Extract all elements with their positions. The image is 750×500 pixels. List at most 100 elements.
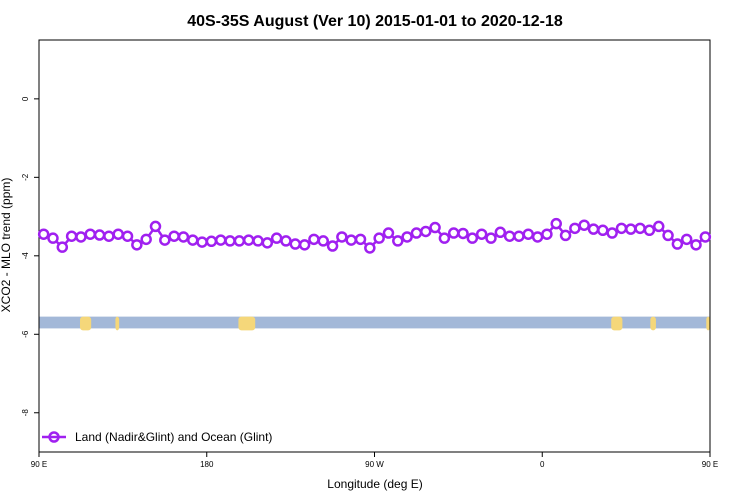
data-point xyxy=(317,235,329,247)
data-point xyxy=(214,234,227,246)
y-tick-label: 0 xyxy=(21,96,30,101)
data-point xyxy=(93,229,106,241)
data-point xyxy=(298,239,311,251)
ocean-strip xyxy=(39,316,710,329)
data-point xyxy=(308,233,320,246)
data-point xyxy=(466,232,479,244)
data-point xyxy=(447,227,460,239)
data-point xyxy=(522,228,535,240)
y-axis-ticks: 0 -2 -4 -6 -8 xyxy=(21,96,39,416)
y-axis-label: XCO2 - MLO trend (ppm) xyxy=(0,178,13,313)
data-point xyxy=(364,242,376,254)
data-point xyxy=(513,230,525,242)
data-point xyxy=(289,238,302,250)
series-layer xyxy=(37,217,712,254)
data-point xyxy=(606,227,618,239)
x-tick-label: 90 E xyxy=(702,460,718,469)
data-point xyxy=(392,235,404,247)
data-point xyxy=(429,221,441,234)
data-point xyxy=(420,225,432,238)
data-point xyxy=(634,222,646,235)
data-point xyxy=(37,228,50,240)
data-point xyxy=(121,230,134,242)
data-point xyxy=(643,224,656,237)
data-point xyxy=(587,223,600,235)
data-point xyxy=(382,227,395,239)
data-point xyxy=(47,232,59,244)
data-point xyxy=(569,222,581,235)
data-point xyxy=(56,241,69,253)
data-point xyxy=(597,224,609,237)
data-point xyxy=(438,232,451,244)
data-point xyxy=(373,232,385,244)
x-axis-label: Longitude (deg E) xyxy=(327,477,422,491)
data-point xyxy=(233,235,246,247)
data-point xyxy=(261,237,274,249)
chart-title: 40S-35S August (Ver 10) 2015-01-01 to 20… xyxy=(187,13,563,30)
land-region xyxy=(650,316,656,331)
data-point xyxy=(336,231,348,243)
data-point xyxy=(410,227,423,239)
legend-marker xyxy=(48,431,60,443)
data-point xyxy=(280,235,292,247)
legend: Land (Nadir&Glint) and Ocean (Glint) xyxy=(42,430,272,444)
data-point xyxy=(149,220,162,233)
data-point xyxy=(112,228,124,240)
x-tick-label: 0 xyxy=(540,460,545,469)
x-axis-ticks: 90 E 180 90 W 0 90 E xyxy=(31,452,718,469)
data-point xyxy=(503,230,516,242)
x-tick-label: 180 xyxy=(200,460,214,469)
data-point xyxy=(485,232,497,244)
data-point xyxy=(690,239,702,251)
data-point xyxy=(354,233,367,246)
land-region xyxy=(115,316,120,331)
x-tick-label: 90 W xyxy=(365,460,384,469)
data-point xyxy=(140,233,152,246)
data-point xyxy=(326,240,339,252)
land-region xyxy=(238,316,256,331)
data-point xyxy=(699,231,712,243)
data-point xyxy=(494,226,507,239)
data-point xyxy=(103,230,115,242)
land-ocean-strip xyxy=(39,316,710,331)
data-point xyxy=(177,231,190,243)
y-tick-label: -4 xyxy=(21,252,30,260)
data-point xyxy=(159,234,171,246)
data-point xyxy=(550,217,562,230)
land-region xyxy=(706,316,710,331)
data-point xyxy=(224,235,236,247)
data-point xyxy=(84,228,97,240)
data-point xyxy=(345,234,357,246)
data-point xyxy=(187,234,199,246)
data-point xyxy=(270,232,283,244)
data-point xyxy=(475,228,488,240)
data-point xyxy=(252,235,264,247)
data-point xyxy=(671,238,684,250)
data-point xyxy=(242,234,255,246)
data-point xyxy=(662,229,674,242)
data-point xyxy=(559,229,572,242)
data-point xyxy=(578,219,590,231)
data-point xyxy=(65,230,78,242)
y-tick-label: -8 xyxy=(21,409,30,417)
data-point xyxy=(541,228,553,240)
x-tick-label: 90 E xyxy=(31,460,47,469)
y-tick-label: -2 xyxy=(21,173,30,181)
land-region xyxy=(611,316,623,331)
data-point xyxy=(680,233,693,246)
data-point xyxy=(75,231,87,243)
data-point xyxy=(196,236,208,248)
data-point xyxy=(625,223,637,235)
data-point xyxy=(652,220,665,233)
data-point xyxy=(615,222,628,235)
land-region xyxy=(80,316,92,331)
data-point xyxy=(457,227,469,240)
data-point xyxy=(131,239,143,251)
data-point xyxy=(205,235,218,248)
legend-label: Land (Nadir&Glint) and Ocean (Glint) xyxy=(75,430,272,444)
data-point xyxy=(531,231,544,243)
data-point xyxy=(168,230,180,242)
data-point xyxy=(401,231,413,243)
y-tick-label: -6 xyxy=(21,330,30,338)
